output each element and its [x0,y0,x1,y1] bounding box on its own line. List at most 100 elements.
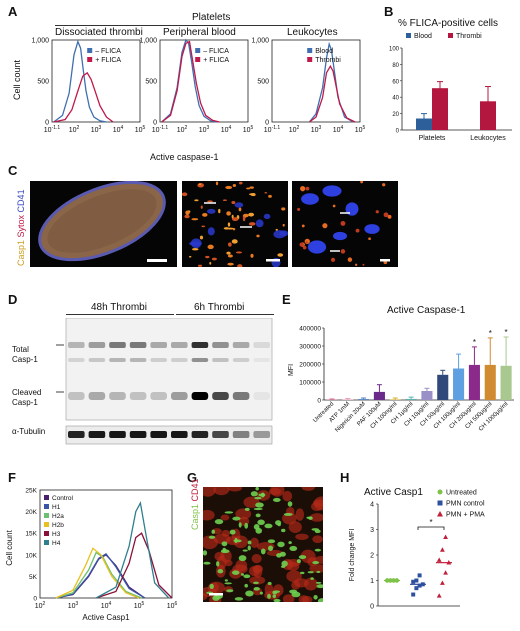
casp1-signal [231,239,238,244]
panel-f-ytick: 20K [25,509,37,516]
blot-band-total-2 [253,358,270,362]
casp1-signal [203,561,211,565]
panel-f-xlabel: Active Casp1 [82,613,130,622]
panel-b-bar-chart: 100 80 60 40 20 0 Platelets Leukocytes Blood Thro… [389,33,512,142]
casp1-signal [260,548,266,555]
casp1-signal [201,225,205,228]
blot-band-total [109,342,126,348]
panel-h-legend-marker [437,511,443,517]
panel-h-point-pmn-control [411,579,416,584]
panel-e-bar [453,368,465,400]
cd41-signal [322,185,342,197]
casp1-signal [192,248,199,251]
panel-h-legend-label: Untreated [446,490,477,497]
panel-a1-series-1 [53,71,114,123]
panel-f-legend-swatch [44,513,49,518]
panel-a1-xtick: 103 [91,125,102,134]
blot-band-total [171,342,188,348]
cd41-signal [307,240,327,254]
scale-bar [266,259,280,262]
casp1-signal [244,507,250,511]
panel-f-series-5 [95,501,170,599]
panel-e-significance: * [489,329,492,338]
panel-a2-xtick: 102 [177,125,188,134]
casp1-signal [231,200,236,205]
panel-b-legend-swatch [406,33,411,38]
panel-e-xtick: CH 1000μg/ml [478,401,509,432]
casp1-signal [238,555,247,562]
panel-a3-ytick: 500 [257,79,269,86]
panel-f-legend-label: H3 [52,531,61,538]
casp1-signal [238,207,242,212]
panel-a2-legend-label: – FLICA [203,48,229,55]
scale-bar [380,259,390,262]
panel-h-point-pmn-control [414,586,419,591]
casp1-signal [315,581,322,584]
casp1-signal [305,186,310,191]
panel-e-significance: * [473,338,476,347]
cd41-signal [203,509,215,521]
blot-band-cleaved [253,392,270,400]
panel-e-significance: * [505,328,508,337]
panel-a2-ytick: 1,000 [139,38,157,45]
blot-band-cleaved [171,392,188,400]
cd41-signal [282,594,295,602]
casp1-signal [387,214,392,219]
panel-e-title: Active Caspase-1 [387,305,466,316]
cd41-signal [213,487,230,496]
micrograph-zoom-2 [292,181,398,267]
casp1-signal [314,548,321,552]
casp1-signal [330,257,336,262]
casp1-signal [185,210,190,216]
panel-h-ytick: 3 [370,527,374,534]
cd41-signal [312,535,323,544]
panel-e-bar [389,399,401,400]
platelets-bracket-line [55,25,310,26]
panel-a2-ytick: 0 [153,120,157,127]
panel-h-point-pmn-pma [443,534,448,539]
casp1-signal [218,208,221,214]
panel-label-f: F [8,470,16,485]
cd41-signal [282,490,293,502]
blot-band-total [232,342,250,348]
casp1-signal [222,199,227,202]
casp1-signal [209,261,212,265]
casp1-signal [253,587,260,591]
panel-a2-xtick: 103 [199,125,210,134]
casp1-signal [288,541,292,545]
casp1-signal [232,217,239,222]
blot-band-tubulin [129,431,147,438]
casp1-signal [282,223,285,227]
cd41-signal [309,513,323,522]
tubulin-membrane [65,425,273,445]
panel-f-series-3 [55,547,140,599]
panel-label-b: B [384,4,394,19]
cd41-signal [203,593,208,600]
panel-a1-legend-swatch [87,48,93,53]
casp1-signal [298,555,307,560]
casp1-signal [289,545,298,552]
casp1-signal [362,263,365,266]
panel-a2-legend-swatch [195,57,201,62]
casp1-signal [224,511,234,514]
casp1-signal [250,253,254,258]
casp1-signal [227,227,234,230]
blot-band-cleaved [68,392,85,400]
panel-b-ytick: 0 [396,129,400,135]
panel-label-h: H [340,470,350,485]
panel-h-point-pmn-control [417,583,422,588]
casp1-signal [272,594,277,599]
casp1-channel-label: Casp1 [16,239,26,266]
panel-label-a: A [8,4,18,19]
panel-a3-legend-swatch [307,57,313,62]
panel-h-point-pmn-control [411,592,416,597]
panel-f-xtick: 103 [68,601,79,610]
panel-label-e: E [282,292,291,307]
casp1-signal [257,519,265,525]
blot-label-total-casp1: Total Casp-1 [12,345,38,364]
panel-h-point-pmn-pma [436,557,442,562]
casp1-signal [224,582,232,585]
blot-band-tubulin [171,431,188,438]
casp1-signal [277,253,284,257]
casp1-signal [202,212,208,217]
